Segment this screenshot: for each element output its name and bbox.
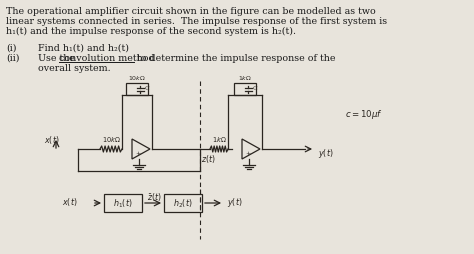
Text: Find h₁(t) and h₂(t): Find h₁(t) and h₂(t) [38,44,129,53]
Text: Use the: Use the [38,54,78,63]
Text: $y(t)$: $y(t)$ [227,195,243,208]
Text: overall system.: overall system. [38,64,110,73]
Text: (i): (i) [6,44,17,53]
Bar [126,84,148,96]
Text: $z(t)$: $z(t)$ [201,152,216,164]
Text: to determine the impulse response of the: to determine the impulse response of the [134,54,336,63]
Text: $10k\Omega$: $10k\Omega$ [128,74,146,82]
Text: $\bar{z}(t)$: $\bar{z}(t)$ [147,190,162,202]
Text: $h_2(t)$: $h_2(t)$ [173,197,193,210]
Text: $10k\Omega$: $10k\Omega$ [101,134,120,144]
Text: $c = 10\mu f$: $c = 10\mu f$ [345,108,383,121]
Text: h₁(t) and the impulse response of the second system is h₂(t).: h₁(t) and the impulse response of the se… [6,27,296,36]
Text: $x(t)$: $x(t)$ [62,195,78,207]
Text: C: C [252,86,257,91]
Text: $1k\Omega$: $1k\Omega$ [238,74,252,82]
Bar [164,194,202,212]
Text: convolution method: convolution method [59,54,155,63]
Text: $x(t)$: $x(t)$ [44,133,60,146]
Text: +: + [135,151,140,156]
Bar [104,194,142,212]
Bar [234,84,256,96]
Text: C: C [144,86,149,91]
Text: $1k\Omega$: $1k\Omega$ [211,134,227,144]
Text: linear systems connected in series.  The impulse response of the first system is: linear systems connected in series. The … [6,17,387,26]
Text: +: + [245,151,250,156]
Text: The operational amplifier circuit shown in the figure can be modelled as two: The operational amplifier circuit shown … [6,7,376,16]
Text: $h_1(t)$: $h_1(t)$ [113,197,133,210]
Text: $y(t)$: $y(t)$ [318,146,334,159]
Text: (ii): (ii) [6,54,19,63]
